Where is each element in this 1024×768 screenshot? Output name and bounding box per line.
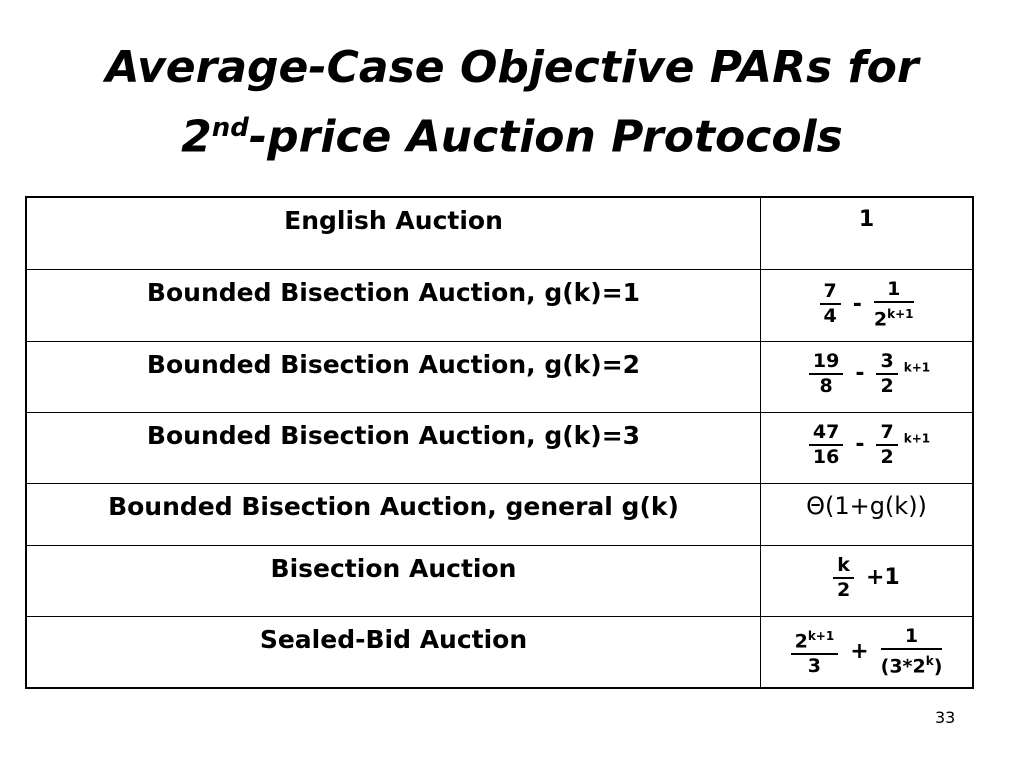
par-cell: Θ(1+g(k)) (760, 482, 974, 546)
par-table: English Auction 1 Bounded Bisection Auctio… (25, 196, 974, 689)
denominator-text: 2 (837, 578, 851, 601)
denominator-text: 8 (819, 374, 833, 397)
numerator-text: 3 (880, 349, 894, 372)
denominator-text: 16 (812, 445, 840, 468)
denominator-sup: k+1 (887, 306, 914, 321)
fraction: 19 8 (808, 349, 844, 398)
protocol-cell: Bounded Bisection Auction, g(k)=3 (25, 411, 761, 484)
protocol-cell: Bounded Bisection Auction, general g(k) (25, 482, 761, 546)
table-row: Bounded Bisection Auction, general g(k) Θ… (25, 482, 974, 546)
title-line: Average-Case Objective PARs for (105, 42, 919, 93)
fraction: 1 (3*2k) (880, 624, 943, 678)
numerator: 1 (873, 277, 914, 303)
denominator-text: 2 (880, 374, 894, 397)
par-cell: 2k+1 3 +1 (3*2k) (760, 615, 974, 689)
formula-text: Θ(1+g(k)) (806, 491, 927, 520)
numerator-sup: k+1 (807, 628, 835, 643)
title-sup: nd (211, 113, 249, 143)
fraction: 47 16 (808, 420, 844, 469)
denominator-sup: k (925, 653, 934, 668)
denominator-text: 2 (873, 307, 888, 330)
numerator: 1 (880, 624, 943, 650)
formula-text: - (855, 361, 865, 386)
numerator: 47 (808, 420, 844, 446)
fraction: 1 2k+1 (873, 277, 914, 331)
table-row: Bounded Bisection Auction, g(k)=3 47 16-7 2… (25, 411, 974, 484)
denominator: (3*2k) (881, 650, 943, 678)
formula-sup: k+1 (903, 360, 931, 375)
numerator-text: 19 (812, 349, 840, 372)
denominator-text: 2 (880, 445, 894, 468)
formula-text: - (852, 291, 862, 317)
numerator: 7 (819, 280, 841, 306)
denominator: 8 (809, 375, 843, 398)
table-row: English Auction 1 (25, 196, 974, 270)
par-cell: 47 16-7 2 k+1 (760, 411, 974, 484)
formula-text: - (855, 432, 865, 457)
title: Average-Case Objective PARs for 2nd-pric… (0, 38, 1024, 168)
table-row: Bounded Bisection Auction, g(k)=1 7 4- 1 2k+… (25, 268, 974, 342)
formula-text: + (850, 638, 869, 664)
protocol-cell: Bounded Bisection Auction, g(k)=1 (25, 268, 761, 342)
protocol-cell: English Auction (25, 196, 761, 270)
par-cell: 7 4- 1 2k+1 (760, 268, 974, 342)
denominator-text: 4 (823, 305, 837, 328)
numerator: 2k+1 (790, 625, 839, 655)
numerator: k (833, 554, 854, 579)
table-row: Bounded Bisection Auction, g(k)=2 19 8-3 2 k… (25, 340, 974, 413)
table-row: Sealed-Bid Auction 2k+1 3 +1 (3*2k) (25, 615, 974, 689)
numerator: 19 (808, 349, 844, 375)
numerator: 7 (876, 420, 898, 446)
numerator-text: 1 (904, 624, 919, 647)
numerator-text: 2 (794, 629, 808, 652)
numerator-text: 1 (887, 277, 901, 300)
numerator-text: 7 (823, 280, 837, 303)
numerator-text: 7 (880, 420, 894, 443)
title-text: 2 (181, 111, 212, 163)
denominator-text: 3 (807, 654, 822, 677)
protocol-cell: Sealed-Bid Auction (25, 615, 761, 689)
par-cell: k 2 +1 (760, 544, 974, 617)
protocol-cell: Bisection Auction (25, 544, 761, 617)
protocol-cell: Bounded Bisection Auction, g(k)=2 (25, 340, 761, 413)
formula-text: +1 (865, 565, 900, 590)
denominator: 4 (820, 305, 841, 328)
denominator-text: (3*2 (880, 654, 926, 677)
denominator: 2k+1 (874, 303, 914, 331)
denominator: 3 (791, 655, 839, 678)
title-text: -price Auction Protocols (248, 111, 843, 163)
page-number: 33 (935, 708, 956, 727)
title-line: 2nd-price Auction Protocols (0, 98, 1024, 168)
denominator: 16 (809, 446, 843, 469)
numerator-text: 47 (812, 420, 840, 443)
denominator: 2 (833, 579, 854, 602)
fraction: 2k+1 3 (790, 625, 839, 678)
denominator: 2 (876, 446, 897, 469)
table-row: Bisection Auction k 2 +1 (25, 544, 974, 617)
formula-sup: k+1 (903, 431, 931, 446)
numerator-text: k (837, 553, 850, 576)
par-cell: 19 8-3 2 k+1 (760, 340, 974, 413)
denominator-text: ) (933, 654, 943, 677)
formula-text: 1 (858, 206, 875, 232)
numerator: 3 (876, 349, 898, 375)
denominator: 2 (876, 375, 897, 398)
par-cell: 1 (760, 196, 974, 270)
